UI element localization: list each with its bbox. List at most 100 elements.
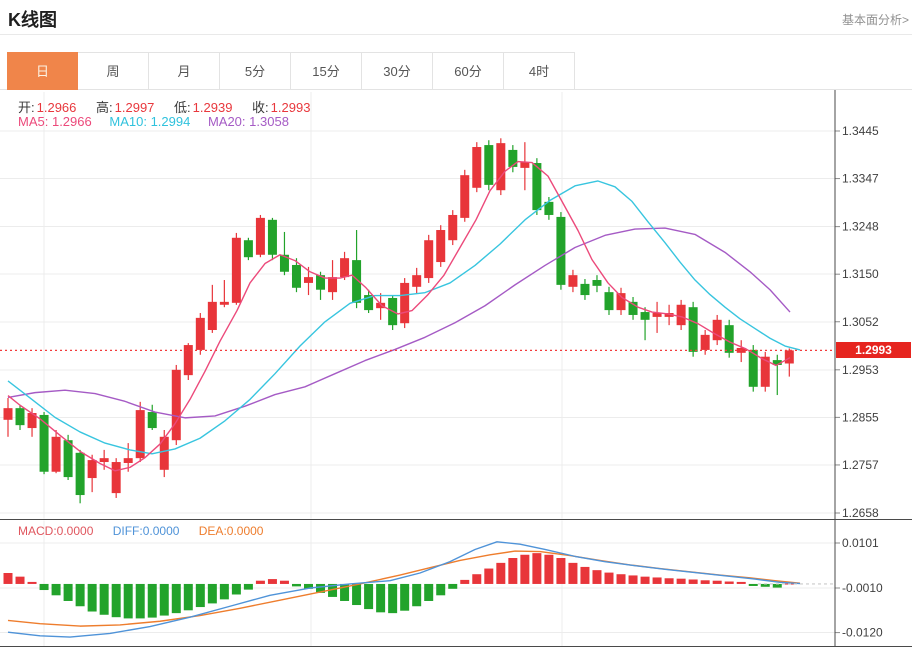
macd-bar xyxy=(267,579,277,584)
tab-60min[interactable]: 60分 xyxy=(433,52,504,90)
page-title: K线图 xyxy=(8,10,57,30)
candle-wick xyxy=(776,354,778,396)
macd-bar xyxy=(364,583,374,610)
tab-30min[interactable]: 30分 xyxy=(362,52,433,90)
macd-bar xyxy=(183,583,193,611)
macd-bar xyxy=(171,583,181,614)
macd-bar xyxy=(63,583,73,601)
candle-body xyxy=(183,345,193,376)
candle-body xyxy=(628,301,638,315)
macd-bar xyxy=(628,575,638,584)
candle-body xyxy=(123,458,133,464)
ma20-line xyxy=(7,227,791,419)
chart-area[interactable]: 1.3445 1.3347 1.3248 1.3150 1.3052 1.2953 1.28… xyxy=(0,90,912,648)
macd-bar xyxy=(664,578,674,584)
macd-bar xyxy=(724,581,734,584)
macd-bar xyxy=(51,583,61,596)
macd-bar xyxy=(291,583,301,587)
macd-bar xyxy=(195,583,205,608)
candle-body xyxy=(111,462,121,494)
macd-bar xyxy=(772,583,782,588)
macd-bar xyxy=(484,568,494,584)
macd-bar xyxy=(652,577,662,584)
candle-body xyxy=(556,216,566,285)
candle-wick xyxy=(223,280,225,308)
interval-tabs: 日 周 月 5分 15分 30分 60分 4时 xyxy=(7,52,575,90)
macd-bar xyxy=(352,583,362,606)
candle-body xyxy=(496,143,506,191)
candle-body xyxy=(39,414,49,472)
candle-body xyxy=(291,264,301,288)
candle-body xyxy=(472,147,482,188)
candle-wick xyxy=(644,307,646,341)
candle-body xyxy=(3,408,13,420)
macd-bar xyxy=(27,581,37,584)
candle-wick xyxy=(127,443,129,472)
candle-body xyxy=(195,317,205,350)
macd-bar xyxy=(436,583,446,596)
macd-bar xyxy=(412,583,422,607)
macd-bar xyxy=(508,558,518,584)
candle-body xyxy=(231,237,241,303)
macd-bar xyxy=(316,583,326,593)
candle-body xyxy=(544,201,554,215)
price-axis-label: 1.3445 xyxy=(842,124,879,138)
macd-bar xyxy=(736,581,746,584)
diff-line xyxy=(7,541,801,638)
macd-bar xyxy=(580,566,590,584)
open-label: 开: xyxy=(18,100,35,115)
price-axis-label: 1.2658 xyxy=(842,506,879,520)
macd-bar xyxy=(207,583,217,604)
high-value: 1.2997 xyxy=(114,100,155,115)
candle-body xyxy=(219,301,229,305)
tab-15min[interactable]: 15分 xyxy=(291,52,362,90)
candle-body xyxy=(99,458,109,463)
macd-legend: MACD:0.0000 DIFF:0.0000 DEA:0.0000 xyxy=(18,524,263,538)
tab-day[interactable]: 日 xyxy=(7,52,78,90)
tab-5min[interactable]: 5分 xyxy=(220,52,291,90)
macd-bar xyxy=(460,579,470,584)
macd-bar xyxy=(231,583,241,595)
candle-body xyxy=(243,240,253,258)
candle-body xyxy=(652,313,662,317)
candle-body xyxy=(592,280,602,286)
candle-body xyxy=(532,163,542,211)
macd-bar xyxy=(760,583,770,587)
candle-body xyxy=(424,240,434,279)
current-price-tag: 1.2993 xyxy=(836,342,911,359)
macd-bar xyxy=(556,558,566,584)
candle-body xyxy=(640,312,650,320)
macd-bar xyxy=(147,583,157,618)
header: K线图 基本面分析> xyxy=(0,0,912,35)
macd-bar xyxy=(424,583,434,601)
price-axis-label: 1.2855 xyxy=(842,410,879,424)
macd-bar xyxy=(123,583,133,619)
candle-body xyxy=(51,436,61,472)
tab-month[interactable]: 月 xyxy=(149,52,220,90)
macd-bar xyxy=(472,574,482,584)
candle-body xyxy=(724,325,734,353)
price-axis-label: 1.3150 xyxy=(842,267,879,281)
macd-bar xyxy=(520,554,530,584)
fundamental-analysis-link[interactable]: 基本面分析> xyxy=(841,13,909,27)
candle-body xyxy=(352,260,362,303)
ma10-legend: MA10: 1.2994 xyxy=(109,114,191,129)
candle-body xyxy=(604,292,614,311)
macd-bar xyxy=(688,579,698,584)
price-axis-label: 1.3052 xyxy=(842,315,879,329)
close-label: 收: xyxy=(252,100,269,115)
macd-bar xyxy=(255,580,265,584)
candle-body xyxy=(304,277,313,283)
candle-body xyxy=(171,369,181,441)
tab-4hour[interactable]: 4时 xyxy=(504,52,575,90)
macd-bar xyxy=(75,583,85,607)
ma20-legend: MA20: 1.3058 xyxy=(207,114,289,129)
candle-body xyxy=(580,283,590,296)
macd-bar xyxy=(279,580,289,584)
candle-body xyxy=(676,304,686,326)
low-value: 1.2939 xyxy=(192,100,233,115)
price-axis-label: 1.2953 xyxy=(842,363,879,377)
candle-body xyxy=(159,436,169,470)
macd-bar xyxy=(388,583,398,614)
tab-week[interactable]: 周 xyxy=(78,52,149,90)
